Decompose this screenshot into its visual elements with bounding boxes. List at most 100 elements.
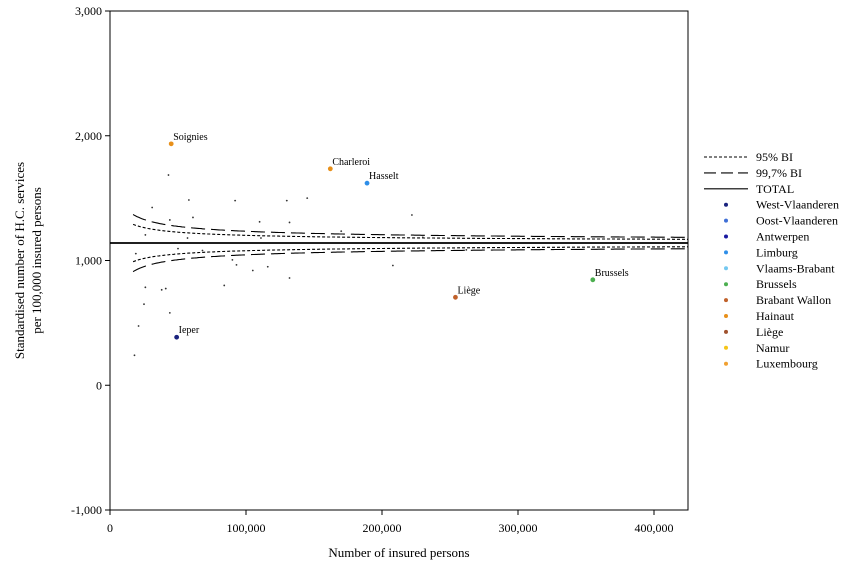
legend-label: Brussels	[756, 277, 797, 291]
data-point	[201, 249, 204, 252]
legend-item-luxembourg: Luxembourg	[724, 357, 818, 371]
data-point	[164, 287, 167, 290]
band-997-upper-line	[132, 214, 688, 238]
y-axis-title: Standardised number of H.C. services per …	[12, 162, 44, 359]
x-tick-label: 0	[107, 521, 113, 535]
data-point	[288, 277, 291, 279]
data-point	[133, 354, 136, 357]
labeled-point-soignies	[168, 141, 174, 147]
legend-label: Brabant Wallon	[756, 293, 831, 307]
data-point	[186, 237, 189, 239]
legend-marker	[724, 202, 728, 207]
band-997-lower-line	[132, 248, 688, 273]
data-point	[223, 284, 226, 287]
point-label-hasselt: Hasselt	[369, 171, 399, 182]
data-point	[144, 286, 147, 289]
data-point	[391, 264, 394, 267]
plot-clipped	[110, 141, 688, 357]
y-tick-label: 1,000	[75, 254, 102, 268]
legend-item-95-bi: 95% BI	[704, 150, 793, 164]
legend-label: Liège	[756, 325, 783, 339]
legend-item-west-vlaanderen: West-Vlaanderen	[724, 198, 839, 212]
point-label-soignies: Soignies	[173, 132, 208, 143]
legend-label: Oost-Vlaanderen	[756, 214, 838, 228]
data-point	[187, 199, 190, 201]
legend-marker	[724, 329, 728, 334]
legend-marker	[724, 314, 728, 318]
data-point	[285, 199, 288, 202]
legend-item-antwerpen: Antwerpen	[724, 230, 809, 244]
labeled-point-charleroi	[327, 166, 333, 172]
data-point	[421, 236, 424, 239]
point-label-liège: Liège	[457, 285, 480, 296]
labeled-point-hasselt	[364, 180, 370, 186]
legend-item-99-7-bi: 99,7% BI	[704, 166, 802, 180]
data-point	[144, 234, 147, 236]
plot-area: Soignies Charleroi Hasselt Brussels Liège Iep…	[110, 132, 688, 357]
labeled-point-ieper	[174, 334, 180, 340]
legend-item-vlaams-brabant: Vlaams-Brabant	[724, 261, 835, 275]
data-point	[234, 199, 237, 202]
legend-label: Antwerpen	[756, 230, 809, 244]
legend-item-brabant-wallon: Brabant Wallon	[724, 293, 831, 307]
point-label-brussels: Brussels	[595, 268, 629, 279]
data-point	[151, 206, 154, 209]
data-point	[340, 230, 343, 233]
data-point	[411, 214, 413, 216]
data-point	[465, 248, 468, 251]
data-point	[137, 325, 140, 327]
legend-item-brussels: Brussels	[724, 277, 797, 291]
y-tick-label: -1,000	[71, 503, 102, 517]
data-point	[143, 303, 145, 306]
legend-item-li-ge: Liège	[724, 325, 783, 339]
point-label-charleroi: Charleroi	[332, 157, 370, 168]
labeled-point-brussels	[590, 277, 596, 283]
legend-label: TOTAL	[756, 182, 794, 196]
legend-label: 95% BI	[756, 150, 793, 164]
legend-label: Limburg	[756, 245, 798, 259]
data-point	[168, 311, 171, 314]
legend-label: Namur	[756, 341, 789, 355]
x-tick-label: 400,000	[635, 521, 674, 535]
legend-marker	[724, 218, 728, 223]
y-axis-title-line: Standardised number of H.C. services	[12, 162, 27, 359]
data-point	[235, 263, 238, 266]
axes: 0 100,000 200,000 300,000 400,000 -1,000 0 1,00…	[12, 4, 689, 560]
y-tick-label: 3,000	[75, 4, 102, 18]
point-label-ieper: Ieper	[179, 325, 200, 336]
legend-marker	[724, 234, 728, 239]
legend-marker	[724, 345, 728, 350]
data-point	[192, 216, 194, 219]
data-point	[288, 221, 291, 224]
legend: 95% BI 99,7% BI TOTAL West-Vlaanderen Oost-V…	[704, 150, 839, 371]
legend-item-limburg: Limburg	[724, 245, 798, 259]
y-tick-label: 0	[96, 378, 102, 392]
legend-item-hainaut: Hainaut	[724, 309, 795, 323]
legend-marker	[724, 266, 728, 271]
legend-label: Hainaut	[756, 309, 795, 323]
legend-marker	[724, 298, 728, 303]
data-point	[160, 288, 163, 291]
y-tick-label: 2,000	[75, 129, 102, 143]
data-point	[167, 174, 170, 176]
plot-frame	[109, 10, 689, 511]
data-point	[258, 220, 261, 223]
legend-marker	[724, 250, 728, 255]
legend-label: 99,7% BI	[756, 166, 802, 180]
data-point	[231, 258, 234, 261]
data-point	[266, 265, 269, 268]
data-point	[168, 219, 171, 221]
data-point	[177, 247, 179, 250]
legend-item-total: TOTAL	[704, 182, 794, 196]
x-axis-title: Number of insured persons	[328, 545, 469, 560]
data-point	[306, 197, 309, 200]
legend-label: West-Vlaanderen	[756, 198, 839, 212]
legend-marker	[724, 282, 728, 287]
y-axis-title-line: per 100,000 insured persons	[29, 187, 44, 334]
x-tick-label: 100,000	[227, 521, 266, 535]
x-tick-label: 200,000	[363, 521, 402, 535]
labeled-point-liège	[453, 294, 458, 300]
legend-label: Luxembourg	[756, 357, 818, 371]
